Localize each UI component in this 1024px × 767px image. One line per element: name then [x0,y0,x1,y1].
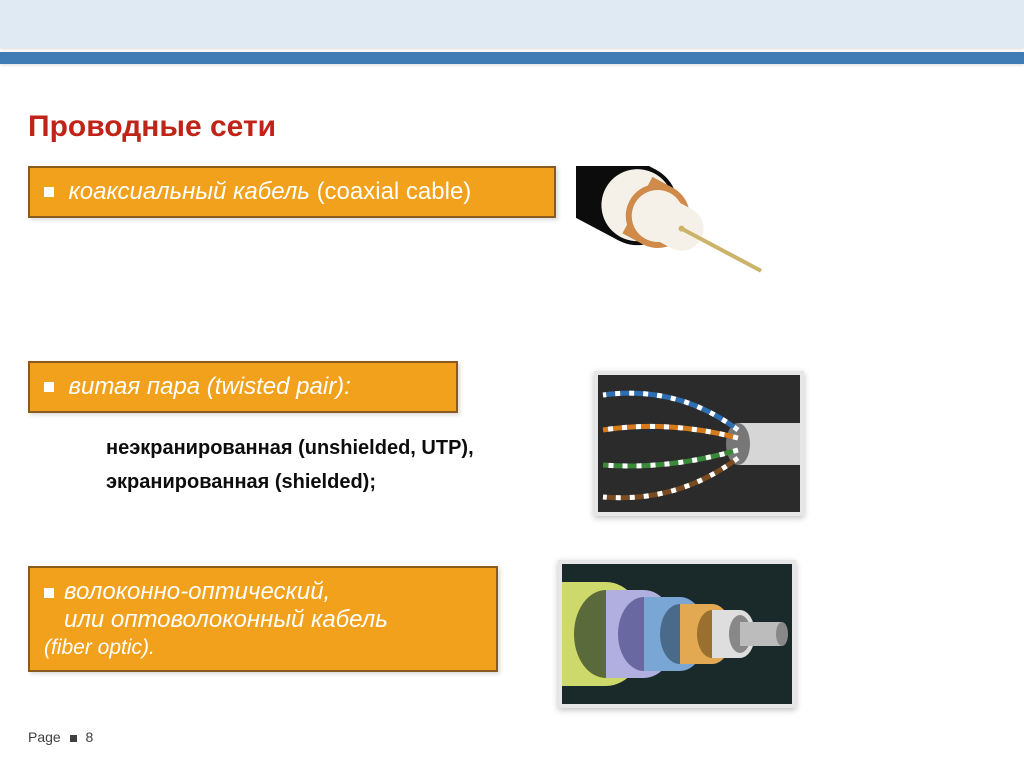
twisted-sub2: экранированная (shielded); [106,465,474,499]
row-fiber: волоконно-оптический, или оптоволоконный… [28,566,996,708]
label-coaxial-paren: (coaxial cable) [317,178,472,205]
bullet-icon [44,588,54,598]
bullet-icon [44,187,54,197]
label-coaxial: коаксиальный кабель (coaxial cable) [68,178,471,205]
footer-page-number: 8 [85,729,93,745]
label-coaxial-italic: коаксиальный кабель [68,178,316,205]
img-fiber-wrap [558,560,796,708]
box-twisted: витая пара (twisted pair): [28,361,458,413]
box-coaxial: коаксиальный кабель (coaxial cable) [28,166,556,218]
label-fiber-line3: (fiber optic). [44,636,482,660]
row-coaxial: коаксиальный кабель (coaxial cable) [28,166,996,301]
footer-separator-icon [70,735,77,742]
col-twisted-text: витая пара (twisted pair): неэкранирован… [28,361,474,499]
header-band-dark [0,52,1024,64]
page-footer: Page 8 [28,729,93,745]
label-twisted: витая пара (twisted pair): [68,373,350,400]
twisted-sub1: неэкранированная (unshielded, UTP), [106,431,474,465]
label-fiber-line1: волоконно-оптический, [64,578,388,606]
slide-title: Проводные сети [28,110,996,144]
footer-page-label: Page [28,729,61,745]
twisted-pair-icon [598,375,800,512]
label-fiber-line2: или оптоволоконный кабель [64,606,388,634]
box-fiber: волоконно-оптический, или оптоволоконный… [28,566,498,672]
header-band-light [0,0,1024,48]
coaxial-cable-icon [576,166,796,296]
img-coaxial-wrap [576,166,796,301]
img-twisted-wrap [594,371,804,516]
fiber-optic-icon [562,564,792,704]
slide-content: Проводные сети коаксиальный кабель (coax… [28,110,996,767]
bullet-icon [44,382,54,392]
row-twisted: витая пара (twisted pair): неэкранирован… [28,361,996,516]
